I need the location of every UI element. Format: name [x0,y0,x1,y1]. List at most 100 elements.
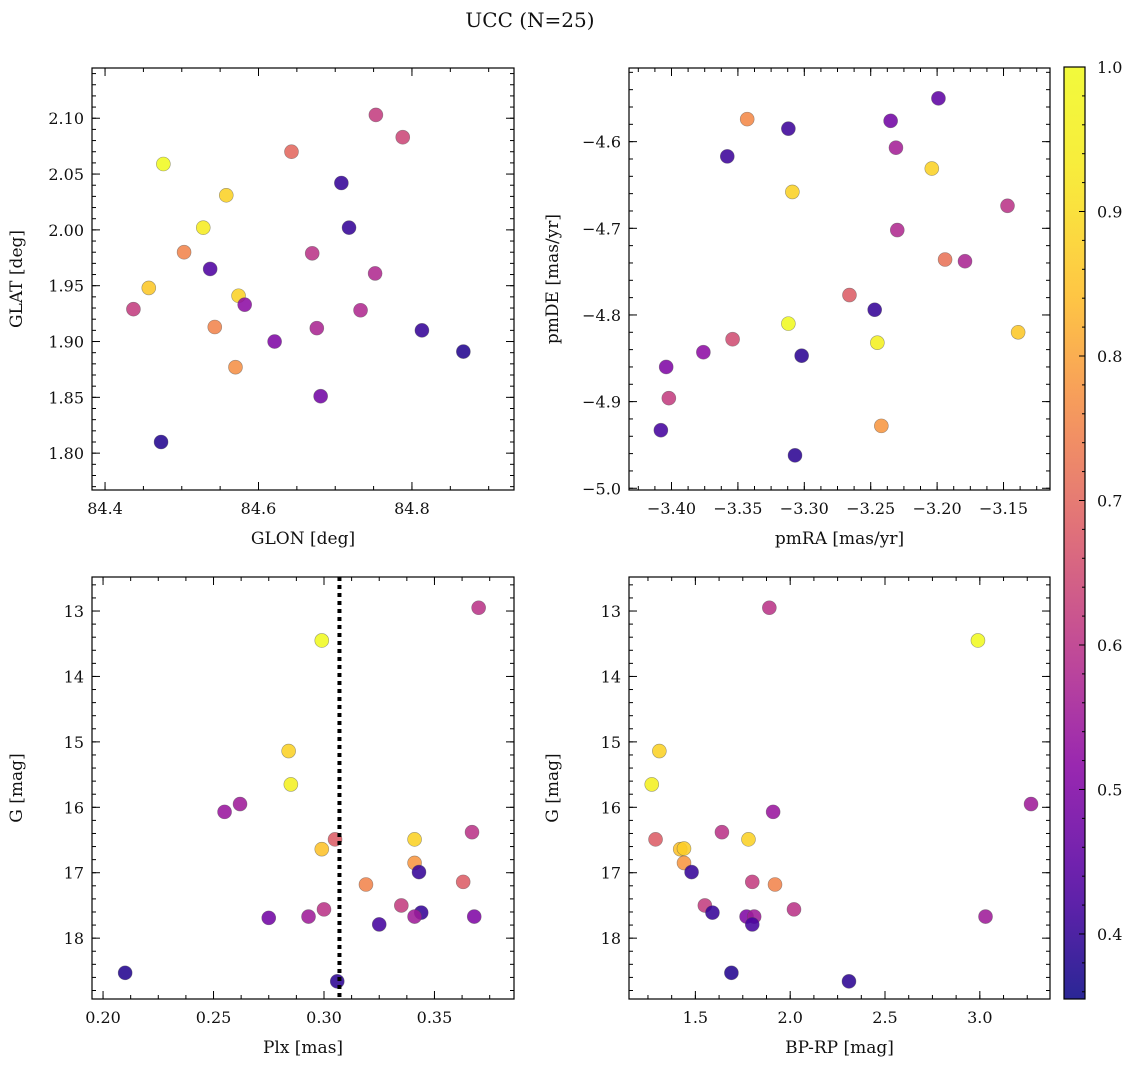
y-tick-label: 17 [64,864,84,883]
data-point [874,418,889,434]
data-point [395,129,411,145]
data-point [341,220,357,235]
data-point [207,319,223,335]
colorbar-tick-label: 0.5 [1097,780,1122,799]
figure-title: UCC (N=25) [465,8,594,32]
y-tick-label: 16 [64,798,84,817]
x-tick-label: −3.25 [846,499,895,518]
y-tick-label: 16 [601,798,621,817]
panel-4: 1.5 2.0 2.5 3.0 13 14 15 16 17 18 BP-RP [mag] G [ma… [543,576,1051,1058]
data-point [767,877,783,892]
colorbar-tick-label: 0.8 [1097,347,1122,366]
data-point [334,175,349,191]
data-point [794,348,809,363]
data-point [744,917,760,932]
y-tick-label: 2.10 [48,109,84,128]
data-point [218,187,234,203]
data-point [455,874,471,890]
data-point [156,156,171,172]
data-point [329,974,345,989]
data-point [762,600,777,616]
data-point [786,902,802,917]
data-point [314,841,330,857]
data-point [652,743,667,759]
data-point [281,743,296,759]
data-point [316,902,332,917]
data-point [648,832,663,847]
x-tick-label: −3.15 [979,499,1028,518]
y-axis-label: pmDE [mas/yr] [543,214,563,344]
data-point [367,266,383,281]
y-tick-label: −4.9 [582,393,621,412]
y-tick-label: 13 [64,602,84,621]
data-point [407,832,422,847]
x-tick-label: 2.5 [872,1008,897,1027]
y-tick-label: −4.7 [582,219,621,238]
data-point [464,824,480,840]
colorbar-tick-label: 0.4 [1097,925,1122,944]
data-point [785,184,800,200]
y-tick-label: 1.90 [48,333,84,352]
data-point [411,864,427,880]
data-point [141,280,157,296]
x-tick-label: 2.0 [777,1008,802,1027]
data-point [456,344,471,359]
data-point [781,316,796,331]
data-point [765,804,781,820]
y-axis-label: G [mag] [7,753,27,822]
data-point [888,140,904,156]
data-point [1023,796,1039,812]
x-axis-label: GLON [deg] [251,529,355,549]
y-tick-label: 1.80 [48,444,84,463]
colorbar-tick-label: 0.7 [1097,491,1122,510]
y-tick-label: 14 [64,667,84,686]
axes-frame [91,67,515,491]
x-tick-label: 0.20 [85,1008,121,1027]
data-point [658,359,674,375]
data-point [676,841,692,856]
x-tick-label: −3.35 [713,499,762,518]
data-point [644,777,660,792]
axes-frame [628,67,1051,491]
data-point [714,824,730,840]
data-point [705,905,720,920]
panel-3: 0.20 0.25 0.30 0.35 13 14 15 16 17 18 Plx [mas] G [… [7,576,515,1058]
data-point [696,344,711,360]
axes-frame [91,576,515,1000]
data-point [394,898,409,913]
data-point [889,222,905,238]
data-point [937,252,953,267]
data-point [781,121,796,136]
x-tick-label: −3.40 [647,499,696,518]
x-axis-label: pmRA [mas/yr] [775,529,904,549]
x-tick-label: 84.4 [87,499,123,518]
data-point [232,796,248,812]
data-point [284,144,299,160]
y-tick-label: 1.95 [48,277,84,296]
data-point [867,302,882,318]
data-point [725,331,740,347]
data-point [978,909,993,924]
data-point [313,388,328,404]
x-tick-label: 0.35 [417,1008,453,1027]
data-point [195,220,211,235]
data-point [261,910,277,926]
y-tick-label: −5.0 [582,479,621,498]
colorbar-tick-label: 0.6 [1097,636,1122,655]
data-point [414,323,430,338]
y-tick-label: 15 [64,733,84,752]
colorbar: 0.4 0.5 0.6 0.7 0.8 0.9 1.0 [1063,58,1122,1000]
x-tick-label: 0.30 [306,1008,342,1027]
y-tick-label: 14 [601,667,621,686]
data-point [126,301,141,317]
y-tick-label: 1.85 [48,388,84,407]
x-axis-label: Plx [mas] [263,1038,343,1058]
data-point [957,253,973,269]
colorbar-gradient [1064,67,1085,999]
x-tick-label: 0.25 [196,1008,232,1027]
data-point [724,965,739,981]
data-point [358,877,374,892]
data-point [368,107,384,123]
data-point [202,261,218,277]
data-point [970,633,986,648]
